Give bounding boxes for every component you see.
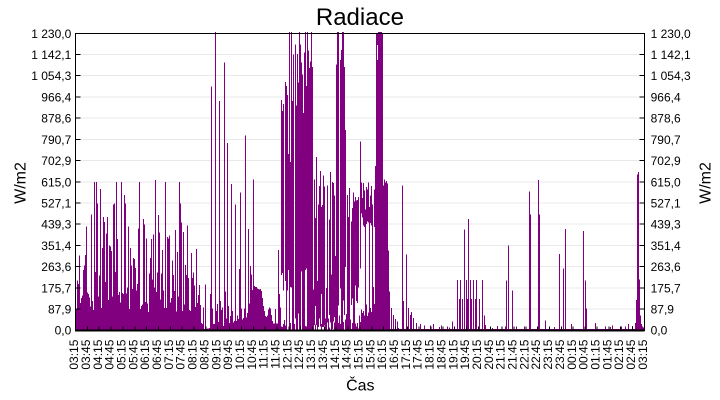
svg-text:16:45: 16:45 — [387, 339, 401, 369]
svg-text:06:45: 06:45 — [150, 339, 164, 369]
svg-text:09:15: 09:15 — [209, 339, 223, 369]
svg-text:02:15: 02:15 — [612, 339, 626, 369]
svg-text:16:15: 16:15 — [375, 339, 389, 369]
svg-text:W/m2: W/m2 — [13, 162, 30, 204]
svg-text:351,4: 351,4 — [651, 239, 681, 253]
svg-text:23:45: 23:45 — [553, 339, 567, 369]
svg-text:22:15: 22:15 — [517, 339, 531, 369]
svg-text:439,3: 439,3 — [651, 218, 681, 232]
svg-text:06:15: 06:15 — [138, 339, 152, 369]
svg-text:527,1: 527,1 — [651, 196, 681, 210]
svg-text:19:15: 19:15 — [446, 339, 460, 369]
svg-text:878,6: 878,6 — [41, 112, 71, 126]
svg-text:03:15: 03:15 — [67, 339, 81, 369]
svg-text:21:15: 21:15 — [494, 339, 508, 369]
svg-text:01:15: 01:15 — [588, 339, 602, 369]
svg-text:03:15: 03:15 — [636, 339, 650, 369]
svg-text:702,9: 702,9 — [651, 154, 681, 168]
svg-text:878,6: 878,6 — [651, 112, 681, 126]
svg-text:Čas: Čas — [346, 376, 374, 395]
svg-text:21:45: 21:45 — [506, 339, 520, 369]
svg-text:0,0: 0,0 — [651, 324, 668, 338]
svg-text:20:15: 20:15 — [470, 339, 484, 369]
svg-text:1 142,1: 1 142,1 — [31, 48, 71, 62]
svg-text:23:15: 23:15 — [541, 339, 555, 369]
svg-text:04:45: 04:45 — [103, 339, 117, 369]
svg-text:20:45: 20:45 — [482, 339, 496, 369]
svg-text:05:15: 05:15 — [114, 339, 128, 369]
svg-text:13:15: 13:15 — [304, 339, 318, 369]
svg-text:08:15: 08:15 — [186, 339, 200, 369]
svg-text:966,4: 966,4 — [41, 90, 71, 104]
svg-text:966,4: 966,4 — [651, 90, 681, 104]
svg-text:11:15: 11:15 — [257, 339, 271, 368]
svg-text:07:45: 07:45 — [174, 339, 188, 369]
svg-text:702,9: 702,9 — [41, 154, 71, 168]
svg-text:02:45: 02:45 — [624, 339, 638, 369]
svg-text:263,6: 263,6 — [651, 260, 681, 274]
svg-text:87,9: 87,9 — [48, 302, 72, 316]
svg-text:351,4: 351,4 — [41, 239, 71, 253]
svg-text:14:45: 14:45 — [340, 339, 354, 369]
svg-text:14:15: 14:15 — [328, 339, 342, 369]
svg-text:00:45: 00:45 — [577, 339, 591, 369]
svg-text:08:45: 08:45 — [197, 339, 211, 369]
svg-text:0,0: 0,0 — [55, 324, 72, 338]
svg-text:527,1: 527,1 — [41, 196, 71, 210]
svg-text:05:45: 05:45 — [126, 339, 140, 369]
svg-text:03:45: 03:45 — [79, 339, 93, 369]
svg-text:1 142,1: 1 142,1 — [651, 48, 691, 62]
svg-text:263,6: 263,6 — [41, 260, 71, 274]
svg-text:13:45: 13:45 — [316, 339, 330, 369]
svg-text:175,7: 175,7 — [41, 281, 71, 295]
svg-text:790,7: 790,7 — [41, 133, 71, 147]
svg-text:1 230,0: 1 230,0 — [651, 27, 691, 41]
svg-text:439,3: 439,3 — [41, 218, 71, 232]
svg-text:17:15: 17:15 — [399, 339, 413, 369]
svg-text:10:15: 10:15 — [233, 339, 247, 369]
svg-text:790,7: 790,7 — [651, 133, 681, 147]
svg-text:615,0: 615,0 — [41, 175, 71, 189]
svg-text:W/m2: W/m2 — [698, 162, 715, 204]
svg-text:87,9: 87,9 — [651, 302, 675, 316]
svg-text:615,0: 615,0 — [651, 175, 681, 189]
svg-text:1 054,3: 1 054,3 — [651, 69, 691, 83]
svg-text:Radiace: Radiace — [316, 4, 404, 31]
svg-text:00:15: 00:15 — [565, 339, 579, 369]
svg-text:17:45: 17:45 — [411, 339, 425, 369]
svg-text:1 054,3: 1 054,3 — [31, 69, 71, 83]
svg-text:18:15: 18:15 — [423, 339, 437, 369]
svg-text:12:45: 12:45 — [292, 339, 306, 369]
svg-text:11:45: 11:45 — [269, 339, 283, 368]
svg-text:22:45: 22:45 — [529, 339, 543, 369]
svg-text:04:15: 04:15 — [91, 339, 105, 369]
svg-text:10:45: 10:45 — [245, 339, 259, 369]
svg-text:15:15: 15:15 — [351, 339, 365, 369]
svg-text:18:45: 18:45 — [434, 339, 448, 369]
svg-text:07:15: 07:15 — [162, 339, 176, 369]
svg-text:19:45: 19:45 — [458, 339, 472, 369]
svg-text:09:45: 09:45 — [221, 339, 235, 369]
svg-text:15:45: 15:45 — [363, 339, 377, 369]
svg-text:01:45: 01:45 — [600, 339, 614, 369]
svg-text:12:15: 12:15 — [280, 339, 294, 369]
svg-text:175,7: 175,7 — [651, 281, 681, 295]
svg-text:1 230,0: 1 230,0 — [31, 27, 71, 41]
